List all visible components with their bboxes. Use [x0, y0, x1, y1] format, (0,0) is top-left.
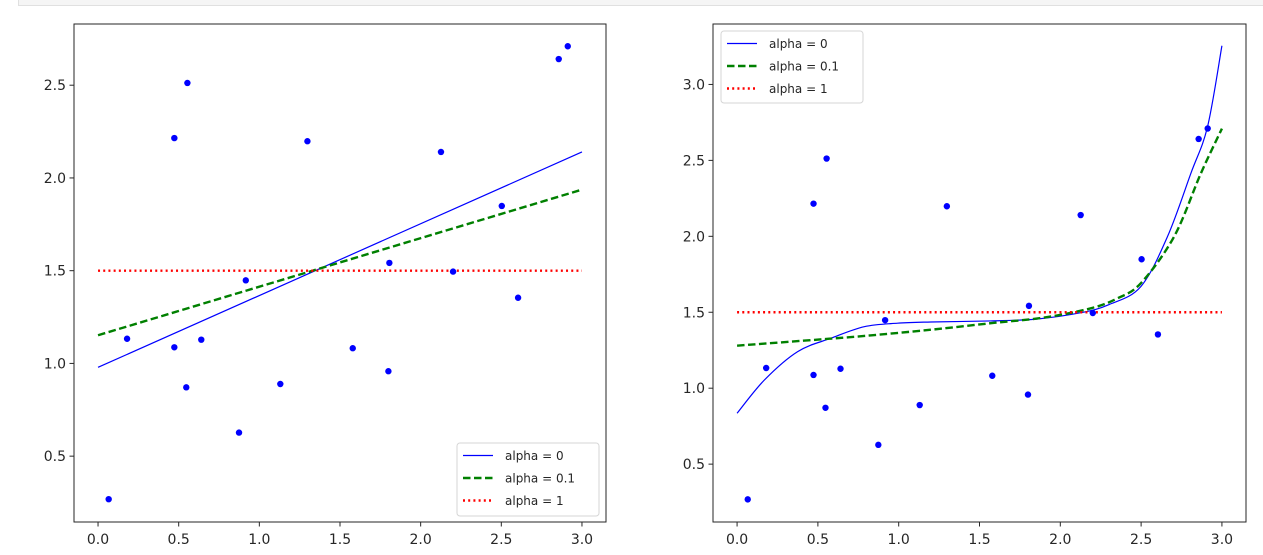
x-tick-label: 3.0	[571, 532, 593, 548]
data-point	[183, 384, 190, 391]
series-line-alpha-0	[97, 151, 583, 368]
x-tick-label: 1.5	[968, 532, 990, 548]
data-point	[498, 202, 505, 210]
y-tick-label: 2.5	[44, 78, 66, 94]
left-subplot: 0.0 0.5 1.0 1.5 2.0 2.5 3.0 0.5 1.0 1.5 2.0 2.5 alph…	[44, 23, 607, 548]
right-subplot: 0.0 0.5 1.0 1.5 2.0 2.5 3.0 0.5 1.0 1.5 2.0 2.5 3.0 a…	[683, 23, 1247, 548]
legend-label: alpha = 1	[505, 494, 564, 508]
data-point	[1024, 391, 1032, 398]
data-point	[744, 496, 751, 503]
x-tick-label: 0.5	[807, 532, 829, 548]
data-point	[123, 335, 131, 342]
y-tick-label: 1.5	[683, 305, 705, 321]
y-tick-label: 3.0	[683, 77, 705, 93]
data-point	[386, 259, 393, 267]
data-point	[823, 155, 830, 162]
data-point	[184, 79, 191, 87]
x-tick-label: 2.5	[1130, 532, 1152, 548]
x-tick-label: 3.0	[1211, 532, 1233, 548]
data-point	[916, 401, 923, 409]
data-point	[989, 372, 996, 379]
data-point	[242, 277, 249, 284]
legend-label: alpha = 0.1	[505, 472, 575, 486]
series-line-alpha-0_1	[97, 188, 583, 337]
series-line-alpha-0_1	[736, 128, 1224, 347]
legend: alpha = 0 alpha = 0.1 alpha = 1	[720, 30, 864, 104]
data-point	[349, 345, 356, 352]
data-point	[514, 294, 522, 301]
data-point	[1195, 135, 1202, 143]
data-point	[277, 380, 284, 388]
y-tick-label: 0.5	[44, 449, 66, 465]
x-tick-label: 0.0	[87, 532, 109, 548]
notebook-cell-edge	[18, 0, 1263, 6]
data-point	[1154, 331, 1162, 338]
data-point	[1089, 309, 1096, 317]
data-point	[235, 429, 243, 436]
x-tick-label: 1.5	[329, 532, 351, 548]
x-tick-label: 2.5	[490, 532, 512, 548]
data-point	[881, 316, 889, 324]
data-point	[810, 371, 817, 379]
data-point	[810, 200, 817, 207]
x-tick-label: 2.0	[1049, 532, 1071, 548]
y-tick-label: 2.0	[683, 229, 705, 245]
data-point	[564, 43, 571, 50]
data-point	[1025, 302, 1033, 310]
y-tick-label: 1.0	[44, 356, 66, 372]
data-point	[304, 138, 311, 145]
plot-area	[736, 45, 1224, 503]
data-point	[105, 495, 112, 503]
legend-label: alpha = 1	[769, 82, 828, 96]
x-tick-label: 1.0	[248, 532, 270, 548]
data-point	[449, 268, 457, 275]
data-point	[385, 368, 392, 375]
x-tick-label: 1.0	[888, 532, 910, 548]
y-tick-label: 2.5	[683, 153, 705, 169]
legend: alpha = 0 alpha = 0.1 alpha = 1	[456, 442, 600, 517]
x-tick-label: 2.0	[410, 532, 432, 548]
legend-label: alpha = 0	[769, 37, 828, 51]
data-point	[198, 336, 205, 343]
data-point	[822, 404, 829, 411]
x-tick-label: 0.0	[726, 532, 748, 548]
plot-area	[97, 43, 583, 503]
legend-label: alpha = 0.1	[769, 60, 839, 74]
data-point	[762, 364, 770, 372]
legend-box	[720, 30, 864, 104]
data-point	[837, 365, 844, 372]
y-tick-label: 1.0	[683, 381, 705, 397]
data-point	[1138, 256, 1145, 263]
data-point	[875, 441, 882, 449]
data-point	[555, 55, 562, 63]
data-point	[1204, 125, 1211, 132]
legend-box	[456, 442, 600, 517]
y-tick-label: 2.0	[44, 171, 66, 187]
x-tick-label: 0.5	[168, 532, 190, 548]
data-point	[1077, 211, 1084, 219]
y-tick-label: 1.5	[44, 264, 66, 280]
data-point	[437, 148, 445, 156]
y-tick-label: 0.5	[683, 457, 705, 473]
data-point	[943, 203, 951, 210]
data-point	[171, 134, 178, 142]
data-point	[171, 344, 178, 351]
legend-label: alpha = 0	[505, 449, 564, 463]
